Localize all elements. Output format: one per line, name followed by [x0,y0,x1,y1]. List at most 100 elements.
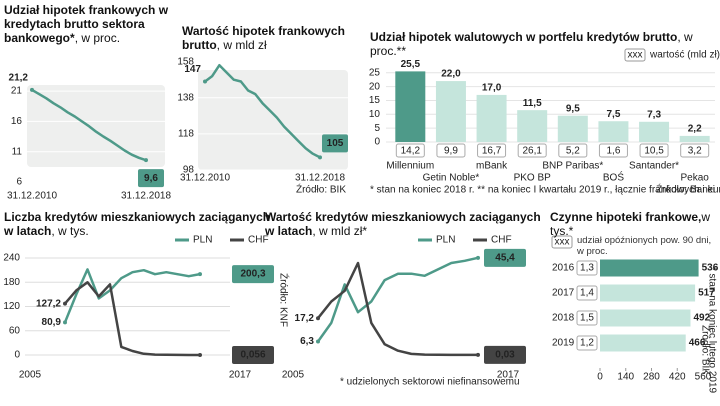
y-tick-label: 11 [12,146,23,157]
x-tick-label: 2017 [497,370,520,381]
bar [639,121,670,142]
start-label: 147 [184,64,201,75]
share-label: 1,2 [580,338,594,349]
panel-title: Udział hipotek frankowych w kredytach br… [4,3,169,45]
share-label: 1,4 [580,288,594,299]
footnote: * udzielonych sektorowi niefinansowemu [340,377,520,388]
amount-label: 9,9 [444,146,458,157]
point [318,155,322,160]
share-box [576,310,598,326]
point [476,352,480,357]
category-label: 2018 [552,313,575,324]
series-line [63,268,201,323]
plot-background [27,85,165,167]
title-text: Udział hipotek walutowych w portfelu kre… [370,30,678,44]
y-tick-label: 138 [177,92,194,103]
x-tick-label: 2017 [229,370,252,381]
y-tick-label: 118 [178,129,194,140]
y-tick-label: 120 [3,301,20,312]
legend-label: PLN [436,235,455,246]
share-label: 1,5 [580,313,594,324]
legend-text: udział opóźnionych pow. 90 dni, w proc. [577,235,712,257]
point [198,352,202,357]
value-label: 22,0 [441,69,461,80]
y-tick-label: 0 [374,137,380,148]
series-line [317,261,478,357]
value-label: 536 [702,263,719,274]
amount-box [395,143,425,158]
y-tick-label: 0 [14,350,20,361]
end-label-box [232,265,274,284]
bar [598,121,629,142]
category-label: Millennium [386,161,434,172]
title-text: Wartość hipotek frankowych brutto [182,24,345,52]
legend-box [624,48,646,62]
end-label: 45,4 [495,252,515,263]
y-tick-label: 60 [9,325,21,336]
share-box [576,260,598,276]
legend-box [551,235,573,249]
footnote: * stan na koniec 2018 r. ** na koniec I … [370,185,720,196]
share-label: 1,3 [580,263,594,274]
source: Źródło: Banki [656,183,715,196]
y-tick-label: 6 [16,177,22,188]
legend-label: CHF [491,235,512,246]
y-tick-label: 21 [11,86,23,97]
point [144,158,148,163]
point [203,79,207,84]
title-unit: , w mld zł [216,38,267,52]
bar [600,334,686,352]
amount-box [598,143,628,158]
category-label: BNP Paribas* [542,161,603,172]
x-tick-label: 280 [643,372,660,383]
legend-text: wartość (mld zł) [649,50,720,61]
amount-box [639,143,669,158]
value-label: 7,5 [606,109,620,120]
panel-title: Udział hipotek walutowych w portfelu kre… [370,30,720,58]
end-label-box [484,345,526,364]
amount-label: 26,1 [522,146,542,157]
category-label: mBank [476,161,508,172]
value-label: 25,5 [401,59,421,70]
value-label: 2,2 [688,124,702,135]
x-tick-label: 31.12.2018 [121,191,171,202]
amount-label: 16,7 [482,146,502,157]
x-tick-label: 31.12.2010 [180,173,230,184]
bar [679,135,710,142]
bar [600,309,691,327]
x-tick-label: 2005 [282,370,305,381]
y-tick-label: 16 [11,116,23,127]
value-label: 7,3 [647,109,661,120]
value-label: 517 [698,288,715,299]
y-tick-label: 180 [3,277,20,288]
x-tick-label: 420 [669,372,686,383]
x-tick-label: 0 [597,372,603,383]
panel-title: Wartość hipotek frankowych brutto, w mld… [182,24,347,52]
category-label: Pekao [681,173,710,184]
value-label: 466 [689,338,706,349]
bar [517,110,548,142]
start-label: 127,2 [36,298,61,309]
amount-box [558,143,588,158]
title-unit: , w mld zł* [312,224,368,238]
value-label: 11,5 [523,98,542,109]
bar [600,259,699,277]
bar [476,94,507,142]
panel-title: Czynne hipoteki frankowe,w tys.* [550,210,715,238]
y-tick-label: 25 [369,67,381,78]
title-unit: w tys.* [550,210,711,238]
start-label: 80,9 [42,317,62,328]
amount-box [436,143,466,158]
category-label: 2019 [552,338,575,349]
title-text: Liczba kredytów mieszkaniowych zaciągany… [4,210,271,238]
title-text: Czynne hipoteki frankowe, [550,210,702,224]
point [476,255,480,260]
bar [557,115,588,142]
legend-label: PLN [193,235,212,246]
y-tick-label: 15 [369,95,381,106]
series-line [64,281,200,357]
y-tick-label: 98 [183,165,195,176]
end-label: 0,056 [240,350,265,361]
